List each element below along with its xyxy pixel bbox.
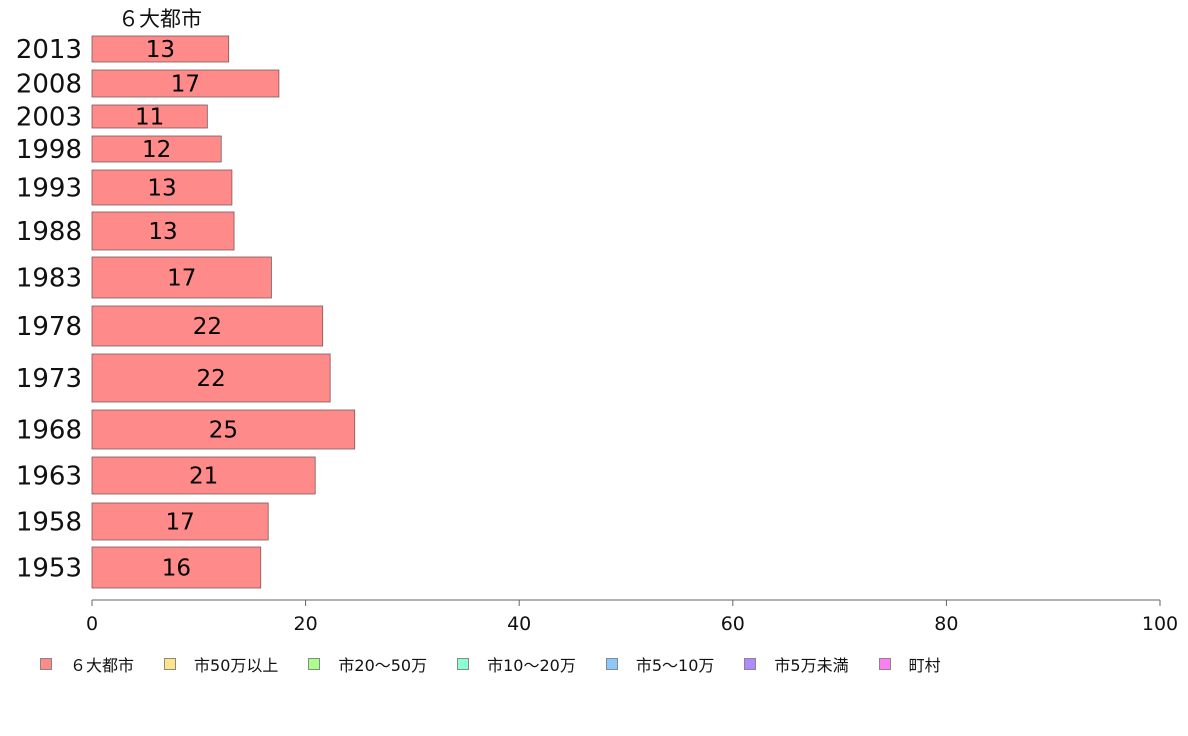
bar-1963 (91, 456, 316, 495)
bar-2003 (91, 104, 208, 129)
y-tick-label: 1993 (16, 174, 82, 204)
y-tick-label: 2013 (16, 35, 82, 65)
bar-1978 (91, 305, 324, 347)
y-tick-label: 1968 (16, 416, 82, 446)
bar-2013 (91, 35, 230, 63)
bar-value-label: 13 (146, 37, 175, 63)
y-tick-label: 1988 (16, 217, 82, 247)
x-tick-label: 0 (86, 613, 98, 635)
y-tick-label: 1983 (16, 264, 82, 294)
bar-value-label: 17 (167, 266, 196, 292)
bar-value-label: 17 (171, 72, 200, 98)
y-tick-label: 1998 (16, 135, 82, 165)
legend-label: 町村 (908, 656, 941, 675)
bar-1953 (91, 546, 262, 589)
legend-label: 市5～10万 (635, 656, 715, 675)
bar-1958 (91, 502, 269, 541)
legend-swatch (164, 658, 177, 670)
bar-value-label: 16 (162, 556, 191, 582)
legend-swatch (457, 658, 470, 670)
x-tick-label: 100 (1142, 613, 1178, 635)
bar-value-label: 22 (196, 366, 225, 392)
legend-swatch (40, 658, 52, 670)
bar-value-label: 21 (189, 464, 218, 490)
legend-item: 市10～20万 (457, 652, 576, 676)
bar-1983 (91, 256, 272, 299)
legend-label: ６大都市 (70, 656, 135, 675)
legend-swatch (605, 658, 618, 670)
legend-item: ６大都市 (40, 652, 134, 676)
legend-swatch (308, 658, 321, 670)
legend-label: 市20～50万 (338, 656, 428, 675)
x-tick-label: 80 (934, 613, 958, 635)
y-tick-label: 1953 (16, 554, 82, 584)
chart-legend: ６大都市 市50万以上 市20～50万 市10～20万 市5～10万 市5万未満 町村 (40, 653, 971, 675)
bar-1968 (91, 409, 356, 450)
bar-value-label: 22 (193, 314, 222, 340)
x-tick-label: 60 (721, 613, 745, 635)
y-tick-label: 1958 (16, 508, 82, 538)
bar-1988 (91, 211, 235, 251)
series-title: ６大都市 (118, 7, 202, 31)
y-tick-label: 1973 (16, 364, 82, 394)
bar-value-label: 13 (148, 219, 177, 245)
x-tick-label: 40 (507, 613, 531, 635)
y-tick-label: 2003 (16, 103, 82, 133)
legend-item: 市50万以上 (164, 652, 278, 676)
legend-label: 市5万未満 (774, 656, 849, 675)
bar-value-label: 25 (209, 418, 238, 444)
x-tick-label: 20 (294, 613, 318, 635)
bar-value-label: 13 (147, 176, 176, 202)
bar-1973 (91, 353, 331, 403)
legend-label: 市10～20万 (487, 656, 576, 675)
y-tick-label: 2008 (16, 70, 82, 100)
legend-label: 市50万以上 (194, 656, 279, 675)
legend-swatch (878, 658, 891, 670)
bar-2008 (91, 69, 280, 98)
legend-swatch (744, 658, 757, 670)
legend-item: 市20～50万 (308, 652, 427, 676)
legend-item: 市5～10万 (605, 652, 715, 676)
bar-1993 (91, 169, 233, 206)
legend-item: 町村 (878, 652, 941, 676)
legend-item: 市5万未満 (744, 652, 849, 676)
bar-1998 (91, 135, 222, 163)
bar-value-label: 11 (135, 105, 164, 131)
y-tick-label: 1963 (16, 462, 82, 492)
bar-value-label: 17 (165, 510, 194, 536)
y-tick-label: 1978 (16, 312, 82, 342)
bar-value-label: 12 (142, 137, 171, 163)
